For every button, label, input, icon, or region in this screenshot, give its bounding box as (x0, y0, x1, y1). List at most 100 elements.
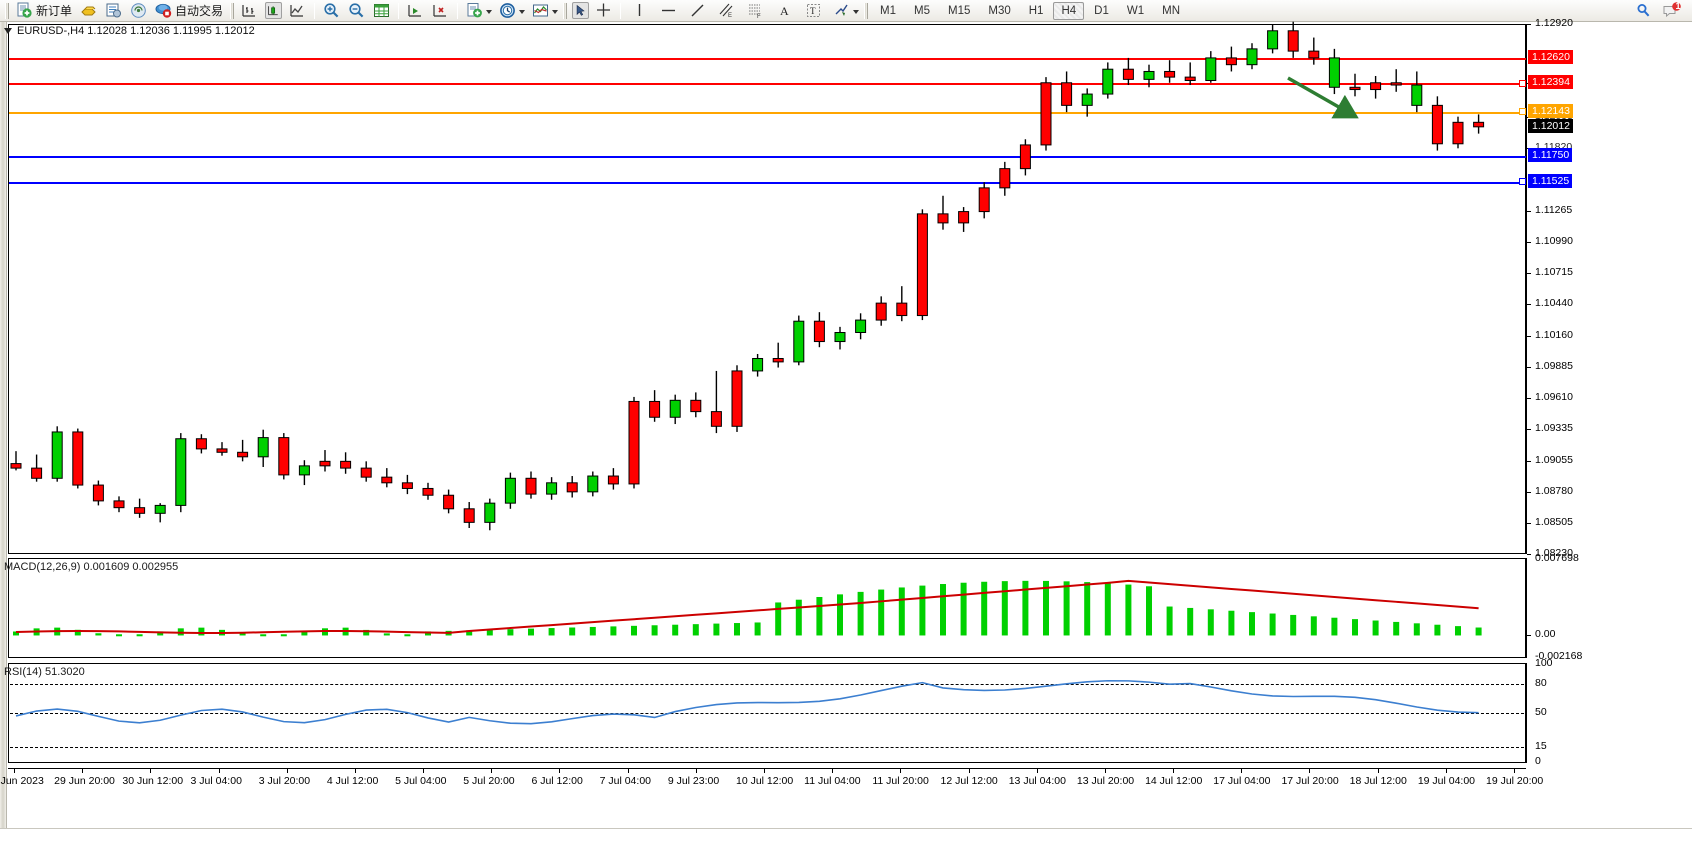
chart-menu-triangle-icon[interactable] (4, 28, 12, 34)
new-order-button[interactable]: 新订单 (12, 1, 76, 21)
rsi-pane[interactable] (8, 663, 1526, 763)
search-icon[interactable] (1635, 2, 1652, 19)
time-tickmark (627, 768, 629, 773)
toolbar-grip[interactable] (5, 2, 9, 19)
time-tickmark (900, 768, 902, 773)
price-level-handle[interactable] (1519, 178, 1526, 186)
time-tickmark (1241, 768, 1243, 773)
data-window-icon[interactable] (373, 2, 390, 19)
timeframe-m30[interactable]: M30 (988, 4, 1011, 17)
toolbar-grip-4[interactable] (864, 2, 869, 19)
chart-area[interactable]: EURUSD-,H4 1.12028 1.12036 1.11995 1.120… (0, 17, 1692, 850)
timeframe-m15[interactable]: M15 (948, 4, 971, 17)
zoom-out-icon[interactable] (348, 2, 365, 19)
arrows-tool-icon[interactable] (833, 2, 850, 19)
trendline-icon[interactable] (689, 2, 706, 19)
text-box-icon[interactable]: T (805, 2, 822, 19)
cursor-arrow-icon[interactable] (572, 2, 590, 19)
price-tick-label: 1.09055 (1535, 453, 1573, 466)
toolbar-separator-2 (398, 2, 400, 19)
time-tickmark (559, 768, 561, 773)
price-level-line-support[interactable] (9, 181, 1526, 184)
candlestick-chart-icon[interactable] (265, 2, 283, 19)
notifications-icon[interactable]: 1 (1662, 1, 1682, 19)
svg-text:F: F (757, 14, 761, 19)
auto-trading-button[interactable]: 自动交易 (151, 1, 227, 21)
axis-tickmark (1527, 460, 1531, 462)
time-tickmark (1104, 768, 1106, 773)
axis-tickmark (1527, 242, 1531, 244)
macd-tickmark (1527, 635, 1531, 637)
time-tickmark (1309, 768, 1311, 773)
equidistant-channel-icon[interactable]: E (718, 2, 735, 19)
time-tick-label: 30 Jun 12:00 (122, 775, 184, 787)
price-level-line-pivot[interactable] (9, 111, 1526, 114)
timeframe-w1[interactable]: W1 (1126, 4, 1145, 17)
gold-bars-icon[interactable] (80, 2, 97, 19)
time-tick-label: 6 Jul 12:00 (531, 775, 583, 787)
rsi-axis[interactable]: 100 80 50 15 0 (1527, 657, 1692, 767)
macd-label: MACD(12,26,9) 0.001609 0.002955 (4, 561, 179, 573)
chart-shift-icon[interactable] (407, 2, 424, 19)
zoom-in-icon[interactable] (323, 2, 340, 19)
add-indicator-chevron-down-icon[interactable] (486, 9, 493, 14)
toolbar-grip-2[interactable] (230, 2, 235, 19)
time-axis[interactable]: 29 Jun 2023 29 Jun 20:00 30 Jun 12:00 3 Jul… (0, 768, 1543, 796)
chart-header[interactable]: EURUSD-,H4 1.12028 1.12036 1.11995 1.120… (4, 25, 255, 37)
timeframe-h1[interactable]: H1 (1028, 4, 1044, 17)
bar-chart-icon[interactable] (241, 2, 258, 19)
timeframe-mn[interactable]: MN (1162, 4, 1180, 17)
price-tag-resistance[interactable]: 1.12394 (1528, 75, 1573, 90)
templates-icon[interactable] (532, 2, 549, 19)
rsi-level-line (10, 713, 1524, 714)
price-level-line-support[interactable] (9, 156, 1526, 159)
auto-scroll-icon[interactable] (432, 2, 449, 19)
price-level-line-resistance[interactable] (9, 83, 1526, 86)
price-tag-support[interactable]: 1.11750 (1528, 148, 1573, 163)
fibonacci-icon[interactable]: F (747, 2, 764, 20)
price-level-handle[interactable] (1519, 108, 1526, 116)
trade-history-icon[interactable] (105, 2, 122, 19)
macd-series (13, 579, 1482, 637)
rsi-tick-label: 50 (1535, 706, 1547, 718)
templates-chevron-down-icon[interactable] (552, 9, 559, 14)
time-tickmark (1036, 768, 1038, 773)
timeframe-h4[interactable]: H4 (1053, 1, 1085, 20)
macd-axis[interactable]: 0.007698 0.00 -0.002168 (1527, 552, 1692, 662)
price-tag-support[interactable]: 1.11525 (1528, 173, 1573, 188)
time-tickmark (354, 768, 356, 773)
time-tick-label: 13 Jul 04:00 (1008, 775, 1066, 787)
add-indicator-icon[interactable] (466, 2, 483, 19)
price-level-handle[interactable] (1519, 79, 1526, 87)
price-tag-pivot[interactable]: 1.12143 (1528, 103, 1573, 118)
text-label-icon[interactable]: A (776, 2, 793, 19)
price-tag-current-price[interactable]: 1.12012 (1528, 118, 1573, 133)
line-chart-icon[interactable] (289, 2, 306, 19)
price-level-line-resistance[interactable] (9, 57, 1526, 60)
time-tickmark (82, 768, 84, 773)
toolbar-grip-3[interactable] (563, 2, 568, 19)
status-bar (0, 828, 1692, 850)
macd-tick-label: 0.007698 (1535, 552, 1579, 564)
time-tickmark (1377, 768, 1379, 773)
arrows-chevron-down-icon[interactable] (853, 9, 860, 14)
arrow-annotation[interactable] (0, 22, 1692, 850)
timeframe-d1[interactable]: D1 (1094, 4, 1109, 17)
vertical-line-icon[interactable] (631, 2, 648, 19)
price-tick-label: 1.10440 (1535, 297, 1573, 310)
horizontal-line-icon[interactable] (660, 2, 677, 19)
timeframe-m1[interactable]: M1 (880, 4, 897, 17)
timeframe-m5[interactable]: M5 (914, 4, 930, 17)
toolbar-separator-1 (314, 2, 316, 19)
price-tag-resistance[interactable]: 1.12620 (1528, 49, 1573, 64)
time-tickmark (695, 768, 697, 773)
period-clock-icon[interactable] (499, 2, 516, 19)
crosshair-icon[interactable] (595, 2, 612, 19)
candlestick-series (10, 21, 1485, 531)
price-tick-label: 1.09335 (1535, 422, 1573, 435)
macd-pane[interactable] (8, 558, 1526, 658)
period-chevron-down-icon[interactable] (519, 9, 526, 14)
signals-icon[interactable] (130, 2, 147, 19)
axis-tickmark (1527, 24, 1531, 25)
